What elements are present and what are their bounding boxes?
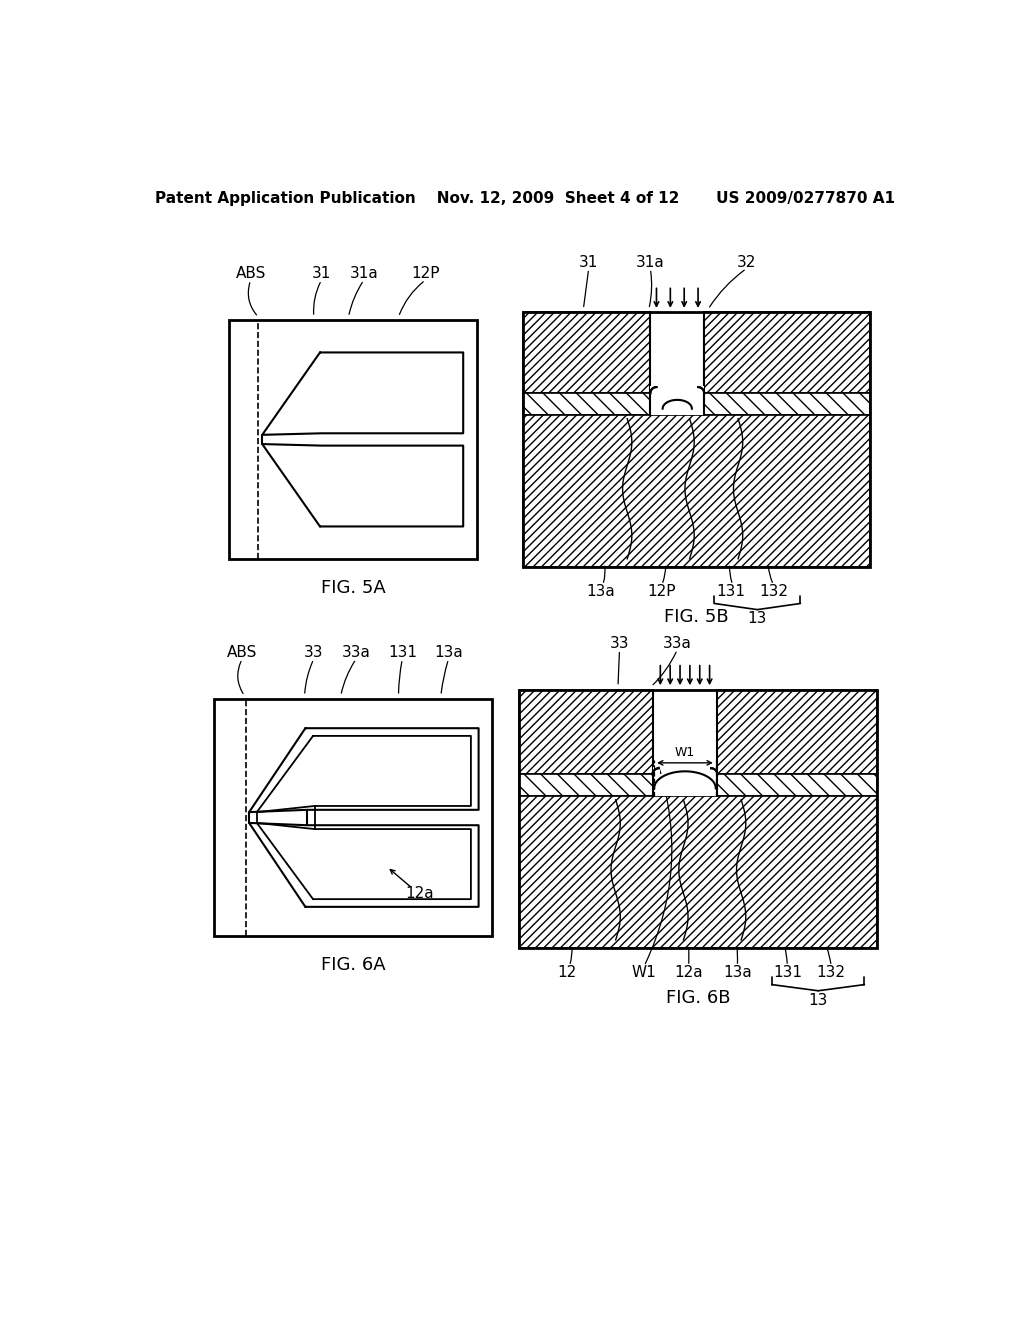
Text: 132: 132 [759, 583, 788, 599]
Text: W1: W1 [675, 746, 695, 759]
Text: 131: 131 [388, 645, 417, 660]
Text: 12P: 12P [412, 267, 439, 281]
Text: 33a: 33a [342, 645, 371, 660]
Bar [652, 689, 718, 775]
Text: 31a: 31a [636, 255, 665, 269]
Text: 33: 33 [609, 636, 630, 651]
Text: 33a: 33a [663, 636, 691, 651]
Text: 32: 32 [737, 255, 757, 269]
Text: W1: W1 [632, 965, 656, 979]
Bar [652, 767, 659, 775]
Text: 131: 131 [717, 583, 745, 599]
Bar [519, 689, 878, 948]
Text: 31a: 31a [349, 267, 378, 281]
Bar [711, 767, 717, 775]
Text: 132: 132 [817, 965, 846, 979]
Bar [697, 387, 705, 393]
Text: FIG. 6A: FIG. 6A [321, 957, 385, 974]
Bar [654, 689, 717, 796]
Bar [519, 689, 652, 775]
Bar [523, 313, 869, 566]
Bar [650, 313, 705, 393]
Text: 12P: 12P [647, 583, 676, 599]
Bar [519, 796, 878, 948]
Text: 13: 13 [748, 611, 767, 627]
Text: 13a: 13a [723, 965, 752, 979]
Text: 12a: 12a [675, 965, 703, 979]
Bar [717, 689, 878, 775]
Text: FIG. 6B: FIG. 6B [666, 989, 730, 1007]
Bar [523, 414, 869, 566]
Text: ABS: ABS [236, 267, 266, 281]
Bar [663, 313, 692, 414]
Bar [650, 393, 705, 414]
Bar [705, 313, 869, 393]
Text: 33: 33 [304, 645, 324, 660]
Bar [652, 775, 718, 796]
Bar [214, 700, 493, 936]
Bar [650, 387, 657, 393]
Text: 12a: 12a [406, 886, 434, 902]
Text: FIG. 5B: FIG. 5B [665, 607, 729, 626]
Bar [523, 313, 650, 393]
Bar [229, 321, 477, 558]
Text: 13a: 13a [434, 645, 463, 660]
Text: 31: 31 [312, 267, 331, 281]
Text: 131: 131 [773, 965, 802, 979]
Text: 12: 12 [557, 965, 577, 979]
Text: 13a: 13a [586, 583, 614, 599]
Text: Patent Application Publication    Nov. 12, 2009  Sheet 4 of 12       US 2009/027: Patent Application Publication Nov. 12, … [155, 191, 895, 206]
Text: FIG. 5A: FIG. 5A [321, 579, 385, 597]
Text: 13: 13 [809, 993, 827, 1007]
Text: ABS: ABS [227, 645, 257, 660]
Text: 31: 31 [579, 255, 598, 269]
Bar [523, 393, 869, 414]
Bar [519, 775, 878, 796]
